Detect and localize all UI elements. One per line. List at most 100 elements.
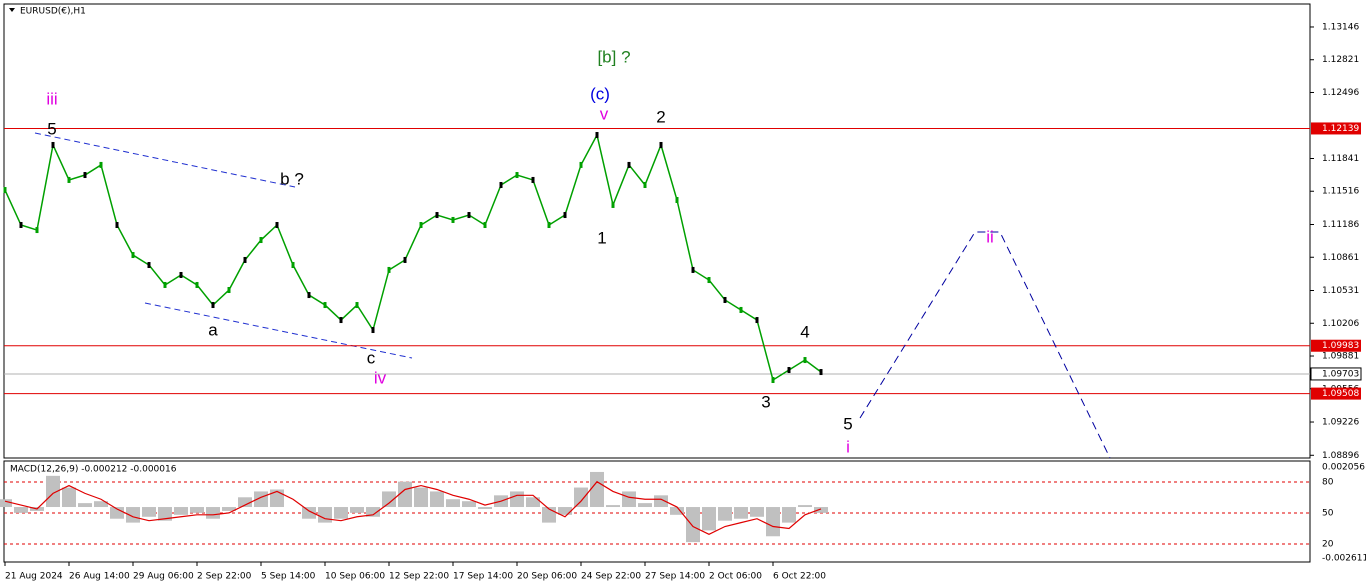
macd-bar: [798, 505, 812, 508]
candle: [243, 256, 247, 263]
macd-bar: [718, 507, 732, 521]
candle: [307, 292, 311, 299]
level-box: [1311, 387, 1361, 400]
candle: [579, 161, 583, 168]
candle: [163, 281, 167, 288]
macd-bar: [0, 499, 12, 508]
level-label: 1.09983: [1322, 341, 1359, 351]
candle: [611, 201, 615, 208]
candle: [387, 266, 391, 273]
wave-label: 5: [843, 414, 852, 433]
level-label: 1.09508: [1322, 389, 1359, 399]
macd-bar: [750, 507, 764, 517]
macd-bar: [478, 507, 492, 509]
y-tick-label: 1.10206: [1322, 319, 1359, 329]
channel-line: [144, 302, 413, 359]
menu-arrow[interactable]: [9, 8, 15, 12]
candle: [499, 181, 503, 188]
candle: [467, 212, 471, 219]
x-tick-label: 12 Sep 22:00: [389, 572, 449, 582]
x-tick-label: 5 Sep 14:00: [261, 572, 316, 582]
macd-bar: [510, 491, 524, 508]
macd-bar: [46, 475, 60, 508]
y2-tick-label: 80: [1322, 478, 1334, 488]
macd-bar: [702, 507, 716, 531]
macd-bar: [318, 507, 332, 523]
y-tick-label: 1.09226: [1322, 418, 1359, 428]
y-tick-label: 1.11516: [1322, 187, 1359, 197]
macd-bar: [590, 471, 604, 508]
candle: [707, 277, 711, 284]
wave-label: a: [208, 320, 218, 339]
macd-bar: [350, 507, 364, 513]
y-tick-label: 1.13146: [1322, 22, 1359, 32]
y-tick-label: 1.10531: [1322, 286, 1359, 296]
x-tick-label: 26 Aug 14:00: [69, 572, 130, 582]
macd-bar: [526, 497, 540, 508]
wave-label: [b] ?: [597, 47, 630, 66]
candle: [723, 296, 727, 303]
macd-bar: [62, 487, 76, 508]
macd-bar: [462, 501, 476, 508]
macd-bar: [814, 507, 828, 513]
main-panel: [3, 3, 1311, 459]
macd-bar: [158, 507, 172, 521]
candle: [483, 222, 487, 229]
candle: [403, 256, 407, 263]
y-tick-label: -0.002611: [1322, 553, 1366, 563]
candle: [451, 216, 455, 223]
candle: [291, 262, 295, 269]
current-price-label: 1.09703: [1322, 369, 1359, 379]
candle: [803, 357, 807, 364]
wave-label: v: [600, 104, 609, 123]
wave-label: ii: [986, 227, 994, 246]
x-tick-label: 17 Sep 14:00: [453, 572, 513, 582]
x-tick-label: 20 Sep 06:00: [517, 572, 577, 582]
macd-bar: [686, 507, 700, 543]
x-tick-label: 6 Oct 22:00: [773, 572, 826, 582]
y-tick-label: 1.11186: [1322, 220, 1359, 230]
candle: [563, 212, 567, 219]
candle: [771, 376, 775, 383]
candle: [755, 317, 759, 324]
wave-label: b ?: [280, 169, 304, 188]
candle: [179, 271, 183, 278]
y-tick-label: 1.09881: [1322, 352, 1359, 362]
candle: [355, 302, 359, 309]
wave-label: iii: [46, 89, 57, 108]
y-tick-label: 0.002056: [1322, 462, 1365, 472]
macd-bar: [254, 491, 268, 508]
macd-bar: [382, 491, 396, 508]
macd-bar: [622, 491, 636, 508]
level-label: 1.12139: [1322, 124, 1359, 134]
projection-line: [859, 231, 1111, 459]
level-box: [1311, 122, 1361, 135]
macd-bar: [302, 507, 316, 519]
candle: [115, 222, 119, 229]
y-tick-label: 1.12496: [1322, 88, 1359, 98]
candle: [99, 161, 103, 168]
candle: [739, 306, 743, 313]
candle: [787, 367, 791, 374]
candle: [19, 222, 23, 229]
macd-panel: [3, 460, 1311, 563]
candle: [339, 317, 343, 324]
x-tick-label: 10 Sep 06:00: [325, 572, 385, 582]
x-tick-label: 21 Aug 2024: [5, 572, 63, 582]
macd-bar: [334, 507, 348, 519]
x-tick-label: 24 Sep 22:00: [581, 572, 641, 582]
wave-label: i: [846, 437, 850, 456]
macd-bar: [94, 501, 108, 508]
candle: [531, 176, 535, 183]
macd-bar: [270, 489, 284, 508]
macd-bar: [190, 507, 204, 513]
macd-bar: [430, 491, 444, 508]
y2-tick-label: 20: [1322, 540, 1334, 550]
candle: [51, 141, 55, 148]
candle: [147, 262, 151, 269]
macd-bar: [414, 487, 428, 508]
macd-bar: [238, 497, 252, 508]
wave-label: 4: [800, 322, 809, 341]
y-tick-label: 1.12821: [1322, 55, 1359, 65]
macd-bar: [14, 507, 28, 513]
